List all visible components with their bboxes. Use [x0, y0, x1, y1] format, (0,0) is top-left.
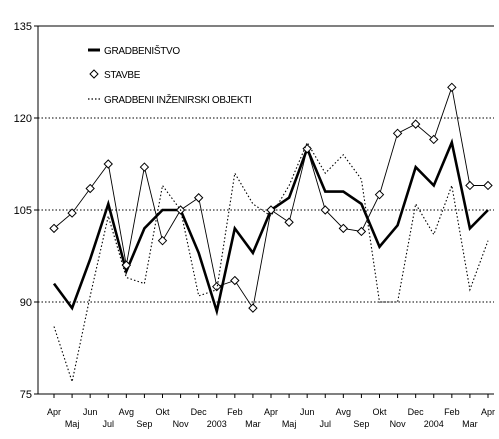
data-point-diamond — [230, 275, 240, 286]
series-1 — [49, 82, 493, 313]
data-point-diamond — [320, 205, 330, 215]
data-point-diamond — [429, 134, 439, 145]
y-tick-label: 120 — [14, 113, 32, 125]
data-point-diamond — [410, 119, 421, 129]
y-tick-labels: 75 90 105 120 135 — [14, 21, 32, 401]
x-tick-label: Sep — [353, 419, 369, 429]
legend-label: GRADBENIŠTVO — [104, 44, 180, 57]
x-tick-label: Okt — [372, 407, 387, 417]
gridlines — [38, 117, 494, 303]
data-point-diamond — [49, 223, 59, 234]
legend: GRADBENIŠTVO STAVBE GRADBENI INŽENIRSKI OB… — [88, 44, 252, 106]
x-tick-label: Okt — [155, 407, 170, 417]
x-tick-label: Feb — [227, 407, 243, 417]
data-point-diamond — [85, 183, 95, 194]
x-tick-label: Dec — [191, 407, 208, 417]
y-tick-label: 135 — [14, 21, 32, 33]
x-tick-label: Apr — [481, 407, 495, 417]
x-tick-label: Avg — [336, 407, 351, 417]
x-tick-labels: AprMajJunJulAvgSepOktNovDec2003FebMarApr… — [47, 407, 495, 429]
x-tick-label: Jun — [83, 407, 98, 417]
series-line — [53, 141, 489, 384]
x-tick-label: 2004 — [424, 419, 444, 429]
x-tick-label: Mar — [245, 419, 261, 429]
x-tick-label: 2003 — [207, 419, 227, 429]
data-point-diamond — [284, 217, 294, 227]
legend-label: STAVBE — [104, 70, 141, 81]
x-tick-label: Apr — [264, 407, 278, 417]
y-tick-label: 105 — [14, 205, 32, 217]
x-tick-label: Jul — [319, 419, 331, 429]
axes — [34, 25, 494, 398]
data-point-diamond — [67, 208, 77, 218]
x-tick-label: Maj — [65, 419, 80, 429]
legend-swatch-diamond — [89, 69, 99, 79]
data-point-diamond — [483, 180, 493, 191]
y-tick-label: 90 — [20, 297, 32, 309]
data-point-diamond — [465, 180, 475, 191]
data-point-diamond — [193, 193, 204, 203]
legend-item: STAVBE — [89, 69, 141, 81]
data-point-diamond — [356, 226, 367, 237]
x-tick-label: Jun — [300, 407, 315, 417]
x-tick-label: Jul — [102, 419, 114, 429]
data-point-diamond — [392, 128, 403, 139]
series-lines — [49, 82, 493, 384]
data-point-diamond — [302, 143, 312, 154]
series-2 — [53, 141, 489, 384]
legend-label: GRADBENI INŽENIRSKI OBJEKTI — [104, 93, 251, 106]
data-point-diamond — [139, 162, 150, 172]
series-line — [53, 85, 488, 310]
data-point-diamond — [266, 205, 276, 215]
x-tick-label: Sep — [136, 419, 152, 429]
x-tick-label: Apr — [47, 407, 61, 417]
x-tick-label: Maj — [282, 419, 297, 429]
data-point-diamond — [212, 281, 222, 292]
data-point-diamond — [447, 82, 457, 93]
data-point-diamond — [248, 303, 258, 313]
x-tick-label: Mar — [462, 419, 478, 429]
x-tick-label: Nov — [173, 419, 190, 429]
data-point-diamond — [157, 235, 168, 246]
y-tick-label: 75 — [20, 389, 32, 401]
x-tick-label: Dec — [408, 407, 425, 417]
x-tick-label: Feb — [444, 407, 460, 417]
data-point-diamond — [103, 159, 113, 169]
x-tick-label: Nov — [390, 419, 407, 429]
data-point-diamond — [338, 223, 349, 234]
data-point-diamond — [121, 260, 132, 270]
x-tick-label: Avg — [119, 407, 134, 417]
legend-item: GRADBENI INŽENIRSKI OBJEKTI — [88, 93, 252, 106]
legend-item: GRADBENIŠTVO — [88, 44, 181, 57]
data-point-diamond — [374, 189, 385, 200]
